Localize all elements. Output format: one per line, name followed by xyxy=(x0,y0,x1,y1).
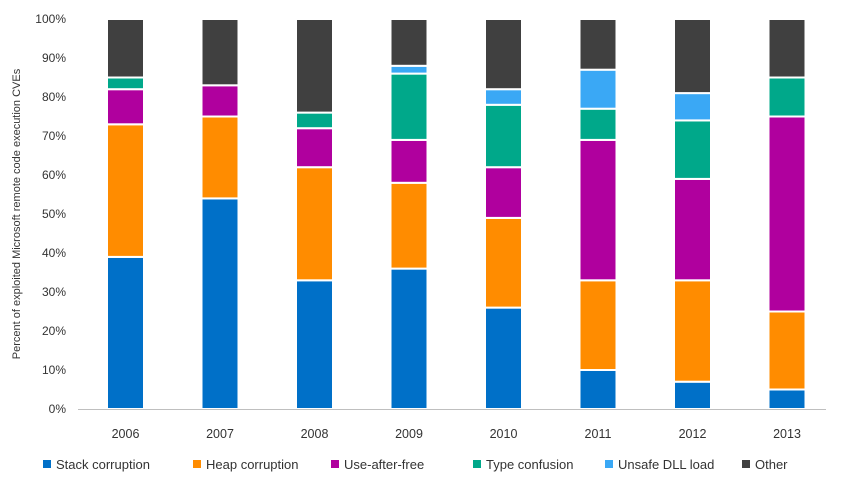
bar-segment xyxy=(767,76,807,118)
y-tick-label: 0% xyxy=(49,402,67,416)
legend-item: Stack corruption xyxy=(43,457,150,472)
y-tick-label: 50% xyxy=(42,207,66,221)
y-tick-label: 100% xyxy=(35,12,66,26)
y-tick-label: 60% xyxy=(42,168,66,182)
bar-segment xyxy=(200,197,240,410)
bar-segment xyxy=(673,380,712,411)
y-tick-label: 80% xyxy=(42,90,66,104)
bar-segment xyxy=(767,388,807,410)
legend-item: Heap corruption xyxy=(193,457,299,472)
legend-swatch xyxy=(43,460,51,468)
bar-segment xyxy=(484,103,523,169)
bar-segment xyxy=(389,64,429,75)
bar-segment xyxy=(578,107,618,141)
legend-swatch xyxy=(193,460,201,468)
bar-segment xyxy=(106,88,145,126)
y-tick-label: 40% xyxy=(42,246,66,260)
bar-segment xyxy=(578,279,618,371)
bar-segment xyxy=(389,181,429,270)
bar-segment xyxy=(484,216,523,309)
y-axis-label-group: Percent of exploited Microsoft remote co… xyxy=(11,68,23,359)
y-ticks: 0% 10% 20% 30% 40% 50% 60% 70% 80% 90% 100% xyxy=(35,12,66,416)
legend: Stack corruption Heap corruption Use-after… xyxy=(43,457,788,472)
bar-segment xyxy=(106,76,145,91)
bar-segment xyxy=(295,111,334,130)
bar-segment xyxy=(673,119,712,180)
bar-segment xyxy=(389,138,429,184)
bar-segment xyxy=(767,310,807,391)
bar-segment xyxy=(389,72,429,141)
bar-segment xyxy=(767,115,807,313)
bar-segment xyxy=(484,306,523,411)
bar-segment xyxy=(484,166,523,219)
bar-stack-2006 xyxy=(106,18,145,410)
y-tick-label: 30% xyxy=(42,285,66,299)
x-tick-label: 2008 xyxy=(301,427,329,441)
y-tick-label: 20% xyxy=(42,324,66,338)
y-tick-label: 90% xyxy=(42,51,66,65)
x-tick-label: 2011 xyxy=(585,427,612,441)
bar-segment xyxy=(578,369,618,410)
legend-label: Stack corruption xyxy=(56,457,150,472)
x-tick-label: 2010 xyxy=(490,427,518,441)
legend-swatch xyxy=(605,460,613,468)
bar-segment xyxy=(578,18,618,71)
bar-segment xyxy=(106,18,145,79)
bar-stack-2012 xyxy=(673,18,712,411)
bar-segment xyxy=(106,255,145,410)
bar-segment xyxy=(200,18,240,87)
bar-segment xyxy=(578,138,618,282)
legend-label: Type confusion xyxy=(486,457,573,472)
x-tick-label: 2007 xyxy=(206,427,234,441)
bar-segment xyxy=(295,166,334,282)
bar-segment xyxy=(673,92,712,122)
bar-segment xyxy=(389,267,429,410)
bar-stack-2009 xyxy=(389,18,429,410)
bar-segment xyxy=(295,279,334,410)
legend-item: Use-after-free xyxy=(331,457,424,472)
bar-segment xyxy=(673,18,712,95)
legend-swatch xyxy=(742,460,750,468)
y-tick-label: 70% xyxy=(42,129,66,143)
x-tick-label: 2012 xyxy=(679,427,707,441)
x-tick-label: 2013 xyxy=(773,427,801,441)
bar-segment xyxy=(106,123,145,258)
bar-segment xyxy=(767,18,807,79)
legend-item: Type confusion xyxy=(473,457,573,472)
x-tick-label: 2009 xyxy=(395,427,423,441)
legend-label: Heap corruption xyxy=(206,457,299,472)
y-tick-label: 10% xyxy=(42,363,66,377)
bar-segment xyxy=(295,127,334,169)
legend-label: Use-after-free xyxy=(344,457,424,472)
bar-stack-2013 xyxy=(767,18,807,410)
bar-segment xyxy=(389,18,429,67)
legend-item: Other xyxy=(742,457,788,472)
legend-swatch xyxy=(473,460,481,468)
bar-segment xyxy=(484,88,523,106)
bar-stack-2008 xyxy=(295,18,334,410)
legend-label: Unsafe DLL load xyxy=(618,457,714,472)
bar-segment xyxy=(295,18,334,114)
bar-segment xyxy=(200,115,240,200)
x-ticks: 2006 2007 2008 2009 2010 2011 2012 2013 xyxy=(112,427,801,441)
bar-segment xyxy=(578,68,618,110)
x-tick-label: 2006 xyxy=(112,427,140,441)
bar-stack-2007 xyxy=(200,18,240,410)
bar-segment xyxy=(673,279,712,383)
bar-segment xyxy=(200,84,240,118)
bars xyxy=(106,18,807,411)
legend-item: Unsafe DLL load xyxy=(605,457,714,472)
legend-label: Other xyxy=(755,457,788,472)
y-axis-label: Percent of exploited Microsoft remote co… xyxy=(11,68,23,359)
bar-stack-2011 xyxy=(578,18,618,410)
legend-swatch xyxy=(331,460,339,468)
bar-segment xyxy=(484,18,523,91)
bar-segment xyxy=(673,177,712,282)
bar-stack-2010 xyxy=(484,18,523,411)
